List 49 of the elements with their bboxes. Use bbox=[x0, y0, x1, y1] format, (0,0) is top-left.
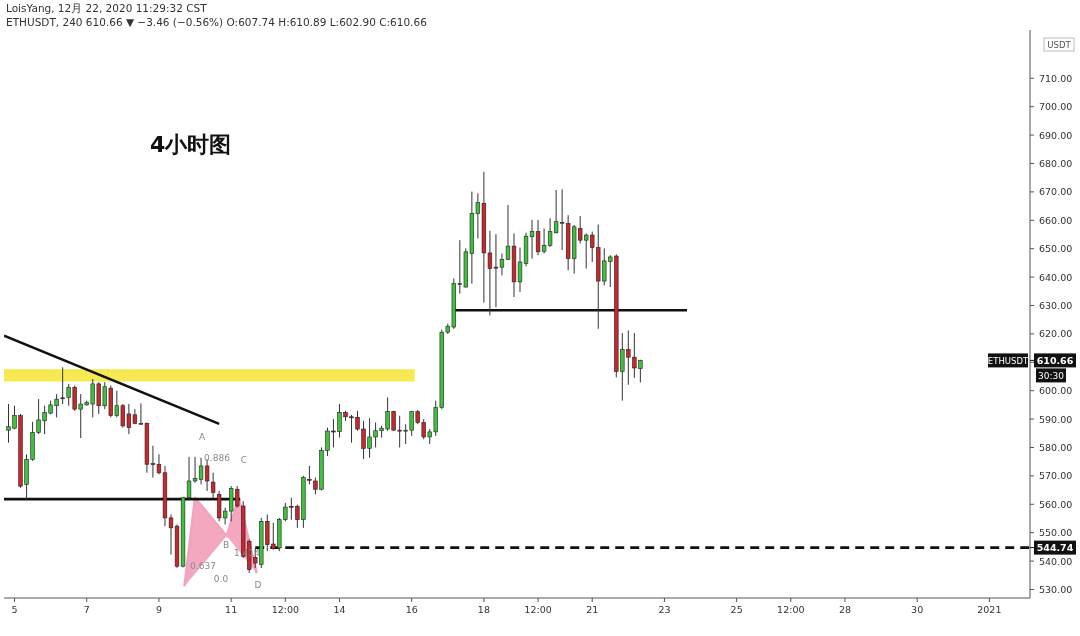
y-tick-label: 690.00 bbox=[1039, 129, 1073, 141]
y-tick-label: 710.00 bbox=[1039, 72, 1073, 84]
annotation: ETHUSDT bbox=[987, 355, 1029, 366]
y-tick-label: 660.00 bbox=[1039, 214, 1073, 226]
y-tick-label: 590.00 bbox=[1039, 413, 1073, 425]
y-tick-label: 580.00 bbox=[1039, 441, 1073, 453]
x-tick-label: 9 bbox=[155, 604, 162, 615]
x-tick-label: 14 bbox=[333, 604, 346, 615]
y-tick-label: 670.00 bbox=[1039, 186, 1073, 198]
annotation: C bbox=[240, 455, 248, 465]
x-tick-label: 5 bbox=[11, 604, 18, 615]
text: 4小时图 bbox=[150, 132, 232, 157]
x-tick-label: 16 bbox=[405, 604, 418, 615]
ref-line-label: 610.66 bbox=[1036, 354, 1074, 366]
x-tick-label: 28 bbox=[838, 604, 852, 615]
y-tick-label: 600.00 bbox=[1039, 385, 1073, 397]
y-tick-label: 570.00 bbox=[1039, 470, 1073, 482]
y-tick-label: 560.00 bbox=[1039, 498, 1073, 510]
annotation: 0.886 bbox=[204, 453, 231, 463]
y-tick-label: 530.00 bbox=[1039, 583, 1073, 595]
text: USDT bbox=[1047, 40, 1072, 50]
x-tick-label: 21 bbox=[586, 604, 599, 615]
y-tick-label: 540.00 bbox=[1039, 555, 1073, 567]
x-tick-label: 23 bbox=[658, 604, 671, 615]
y-tick-label: 620.00 bbox=[1039, 328, 1073, 340]
x-tick-label: 2021 bbox=[977, 604, 1002, 615]
x-tick-label: 18 bbox=[477, 604, 490, 615]
x-tick-label: 11 bbox=[225, 604, 238, 615]
y-tick-label: 630.00 bbox=[1039, 299, 1073, 311]
text: 30:30 bbox=[1038, 370, 1065, 381]
x-tick-label: 12:00 bbox=[524, 604, 552, 615]
text: ETHUSDT, 240 610.66 ▼ −3.46 (−0.56%) O:607.74 H:610.89 L:602.90 C:610.66 bbox=[6, 16, 428, 28]
y-tick-label: 550.00 bbox=[1039, 527, 1073, 539]
x-tick-label: 25 bbox=[730, 604, 743, 615]
y-tick-label: 680.00 bbox=[1039, 157, 1073, 169]
annotation: 1.414 bbox=[234, 548, 261, 558]
annotation: 0.0 bbox=[213, 574, 229, 584]
y-tick-label: 640.00 bbox=[1039, 271, 1073, 283]
x-tick-label: 7 bbox=[83, 604, 90, 615]
y-tick-label: 700.00 bbox=[1039, 101, 1073, 113]
x-tick-label: 30 bbox=[911, 604, 924, 615]
y-tick-label: 650.00 bbox=[1039, 243, 1073, 255]
text: LoisYang, 12月 22, 2020 11:29:32 CST bbox=[6, 2, 208, 14]
annotation: D bbox=[254, 580, 262, 590]
x-tick-label: 12:00 bbox=[777, 604, 805, 615]
annotation: A bbox=[198, 432, 206, 442]
annotation: B bbox=[222, 540, 230, 550]
x-tick-label: 12:00 bbox=[271, 604, 300, 615]
ref-line-label: 544.74 bbox=[1036, 542, 1074, 554]
